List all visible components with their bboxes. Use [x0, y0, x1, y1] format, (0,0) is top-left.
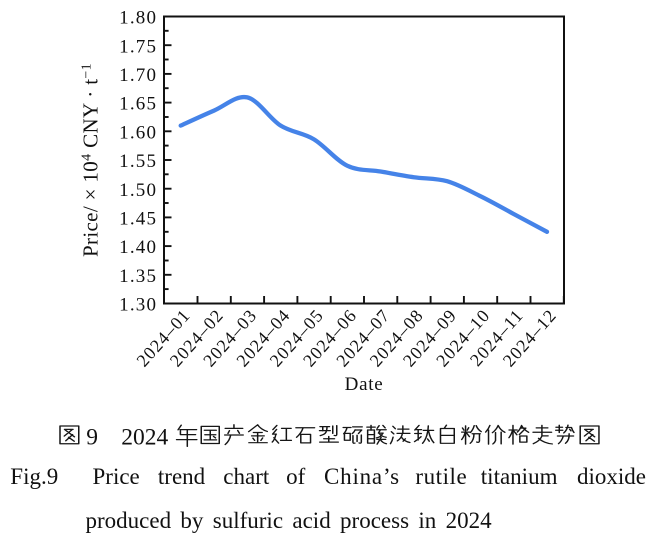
- svg-text:Price/ × 104 CNY · t−1: Price/ × 104 CNY · t−1: [79, 63, 103, 257]
- svg-text:1.50: 1.50: [119, 180, 157, 201]
- svg-text:1.80: 1.80: [119, 8, 157, 29]
- svg-text:dioxide: dioxide: [577, 464, 646, 489]
- svg-text:rutile: rutile: [415, 464, 467, 489]
- svg-text:chart: chart: [223, 464, 270, 489]
- svg-text:1.70: 1.70: [119, 65, 157, 86]
- svg-text:1.35: 1.35: [119, 266, 157, 287]
- svg-text:1.45: 1.45: [119, 209, 157, 230]
- svg-text:titanium: titanium: [481, 464, 558, 489]
- svg-text:of: of: [286, 464, 306, 489]
- svg-text:trend: trend: [158, 464, 206, 489]
- svg-text:1.55: 1.55: [119, 151, 157, 172]
- svg-text:1.60: 1.60: [119, 122, 157, 143]
- svg-text:Fig.9: Fig.9: [10, 464, 58, 489]
- svg-text:1.40: 1.40: [119, 237, 157, 258]
- svg-text:9: 9: [86, 424, 98, 450]
- svg-text:Date: Date: [345, 374, 384, 395]
- svg-text:1.75: 1.75: [119, 36, 157, 57]
- svg-text:1.65: 1.65: [119, 94, 157, 115]
- svg-text:1.30: 1.30: [119, 295, 157, 316]
- svg-text:2024: 2024: [121, 424, 168, 450]
- svg-text:Price: Price: [93, 464, 140, 489]
- svg-text:produced by sulfuric acid proc: produced by sulfuric acid process in 202…: [86, 508, 493, 533]
- svg-text:China’s: China’s: [324, 464, 400, 489]
